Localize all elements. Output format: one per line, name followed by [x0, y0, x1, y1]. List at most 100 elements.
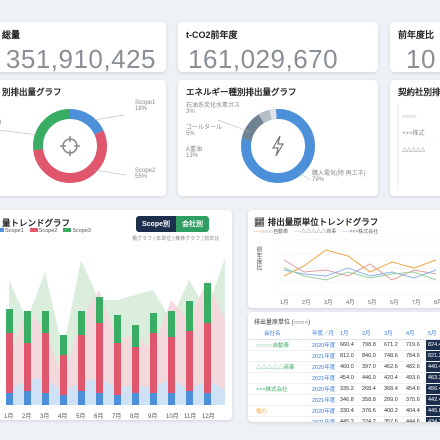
year-cell: 2021年度: [310, 416, 338, 422]
year-cell: 2021年度: [310, 372, 338, 384]
month-label: 10月: [166, 413, 179, 420]
kpi-ratio-value: 10: [406, 44, 436, 72]
kpi-total-value: 351,910,425: [5, 44, 156, 72]
bar-scope3-m3[interactable]: [42, 311, 49, 333]
year-cell: 2021年度: [310, 350, 338, 362]
bar-scope2-m10[interactable]: [168, 337, 175, 393]
line-kabu: [283, 267, 437, 279]
scope-toggle-button[interactable]: Scope別: [136, 216, 177, 232]
value-cell: 346.8: [338, 394, 360, 406]
company-cell: ○○○○○自動車: [248, 339, 310, 351]
bar-scope2-m9[interactable]: [150, 333, 157, 393]
contract-row-1: ○○○○: [402, 114, 417, 120]
bar-scope1-m1[interactable]: [6, 393, 13, 405]
trend-links[interactable]: 積グラフ | 年単位 | 推移グラフ | 前年比: [132, 236, 220, 242]
bar-scope2-m11[interactable]: [186, 331, 193, 391]
line-shoji: [283, 259, 437, 281]
company-cell: ×××株式会社: [248, 383, 310, 395]
bar-scope3-m10[interactable]: [168, 311, 175, 337]
bar-scope2-m4[interactable]: [60, 355, 67, 395]
bar-scope2-m2[interactable]: [24, 343, 31, 391]
value-cell: 446.0: [360, 372, 382, 384]
bar-scope1-m2[interactable]: [24, 391, 31, 405]
bar-scope3-m7[interactable]: [114, 315, 121, 343]
unit-month-labels: 1月 2月 3月 4月 5月 6月 7月 8月: [280, 299, 440, 306]
bar-scope1-m12[interactable]: [204, 393, 211, 405]
bar-scope1-m9[interactable]: [150, 393, 157, 405]
company-cell: [248, 416, 310, 422]
bar-scope1-m6[interactable]: [96, 393, 103, 405]
unit-trend-ylabel: 前年度比: [255, 246, 261, 270]
month-label: 12月: [202, 413, 215, 420]
energy-label-electric: 購入電気(除 再エネ) 79%: [312, 171, 366, 183]
bar-scope3-m9[interactable]: [150, 313, 157, 333]
month-label: 7月: [112, 413, 121, 420]
value-cell: 442.4: [426, 394, 440, 406]
month-label: 1月: [4, 413, 13, 420]
energy-label-coal: コールタール 5%: [186, 125, 223, 137]
legend-scope1: Scope1: [0, 228, 24, 234]
bar-scope1-m4[interactable]: [60, 395, 67, 405]
month-label: 3月: [40, 413, 49, 420]
legend-scope2: Scope2: [29, 228, 57, 234]
bar-scope2-m3[interactable]: [42, 333, 49, 393]
bar-scope2-m5[interactable]: [78, 335, 85, 391]
toggle-group: Scope別 会社別: [136, 216, 210, 232]
month-label: 4月: [58, 413, 67, 420]
kpi-prev-title: t-CO2前年度: [186, 30, 238, 40]
bar-scope2-m12[interactable]: [204, 323, 211, 393]
unit-trend-card: 📈︎ 排出量原単位トレンドグラフ ──○○○○自動車 ──△△△△△商事 ──××…: [248, 210, 440, 308]
value-cell: 493.6: [404, 372, 426, 384]
bar-scope2-m1[interactable]: [6, 333, 13, 393]
value-cell: 358.8: [360, 394, 382, 406]
value-cell: 671.2: [382, 339, 404, 351]
value-cell: 404.4: [404, 405, 426, 417]
bar-scope3-m1[interactable]: [6, 309, 13, 333]
value-cell: 456.4: [426, 383, 440, 395]
trend-month-labels: 1月 2月 3月 4月 5月 6月 7月 8月 9月 10月 11月 12月: [4, 413, 215, 420]
value-cell: 400.2: [382, 405, 404, 417]
value-cell: 445.8: [426, 405, 440, 417]
bar-scope3-m12[interactable]: [204, 283, 211, 323]
bar-scope3-m11[interactable]: [186, 301, 193, 331]
value-cell: 375.6: [404, 394, 426, 406]
contract-row-2: ×××株式: [402, 131, 425, 137]
company-toggle-button[interactable]: 会社別: [176, 216, 210, 232]
bar-scope1-m5[interactable]: [78, 391, 85, 405]
contract-bars: [397, 102, 440, 190]
unit-month-label: 8月: [434, 299, 440, 306]
legend-kabu: ──×××株式会社: [342, 229, 379, 235]
kpi-prev-value: 161,029,670: [188, 44, 339, 72]
unit-trend-legend: ──○○○○自動車 ──△△△△△商事 ──×××株式会社: [254, 228, 378, 235]
value-cell: 798.8: [360, 339, 382, 351]
unit-table-card: 排出量原単位 (○○○○) 会社名 年度／月 1月 2月 3月 4月 5月 ○○…: [248, 312, 440, 422]
bar-scope1-m7[interactable]: [114, 395, 121, 405]
value-cell: 454.0: [338, 372, 360, 384]
bar-scope1-m11[interactable]: [186, 391, 193, 405]
bar-scope2-m7[interactable]: [114, 343, 121, 395]
value-cell: 420.4: [382, 372, 404, 384]
energy-donut-card: エネルギー種別排出量グラフ 石油系炭化水素ガス 3% コールタール 5% A重油 13…: [178, 80, 378, 196]
bar-scope2-m6[interactable]: [96, 323, 103, 393]
bar-scope2-m8[interactable]: [132, 347, 139, 393]
bar-scope3-m2[interactable]: [24, 311, 31, 343]
company-cell: [248, 372, 310, 384]
month-label: 8月: [130, 413, 139, 420]
year-cell: 2021年度: [310, 394, 338, 406]
bar-scope1-m10[interactable]: [168, 393, 175, 405]
bar-scope1-m3[interactable]: [42, 393, 49, 405]
unit-month-label: 5月: [368, 299, 377, 306]
bar-scope1-m8[interactable]: [132, 393, 139, 405]
year-cell: 2020年度: [310, 405, 338, 417]
bar-scope3-m5[interactable]: [78, 311, 85, 335]
bar-scope3-m6[interactable]: [96, 297, 103, 323]
month-label: 5月: [76, 413, 85, 420]
value-cell: 440.4: [426, 361, 440, 373]
bar-scope3-m4[interactable]: [60, 335, 67, 355]
bar-scope3-m8[interactable]: [132, 325, 139, 347]
